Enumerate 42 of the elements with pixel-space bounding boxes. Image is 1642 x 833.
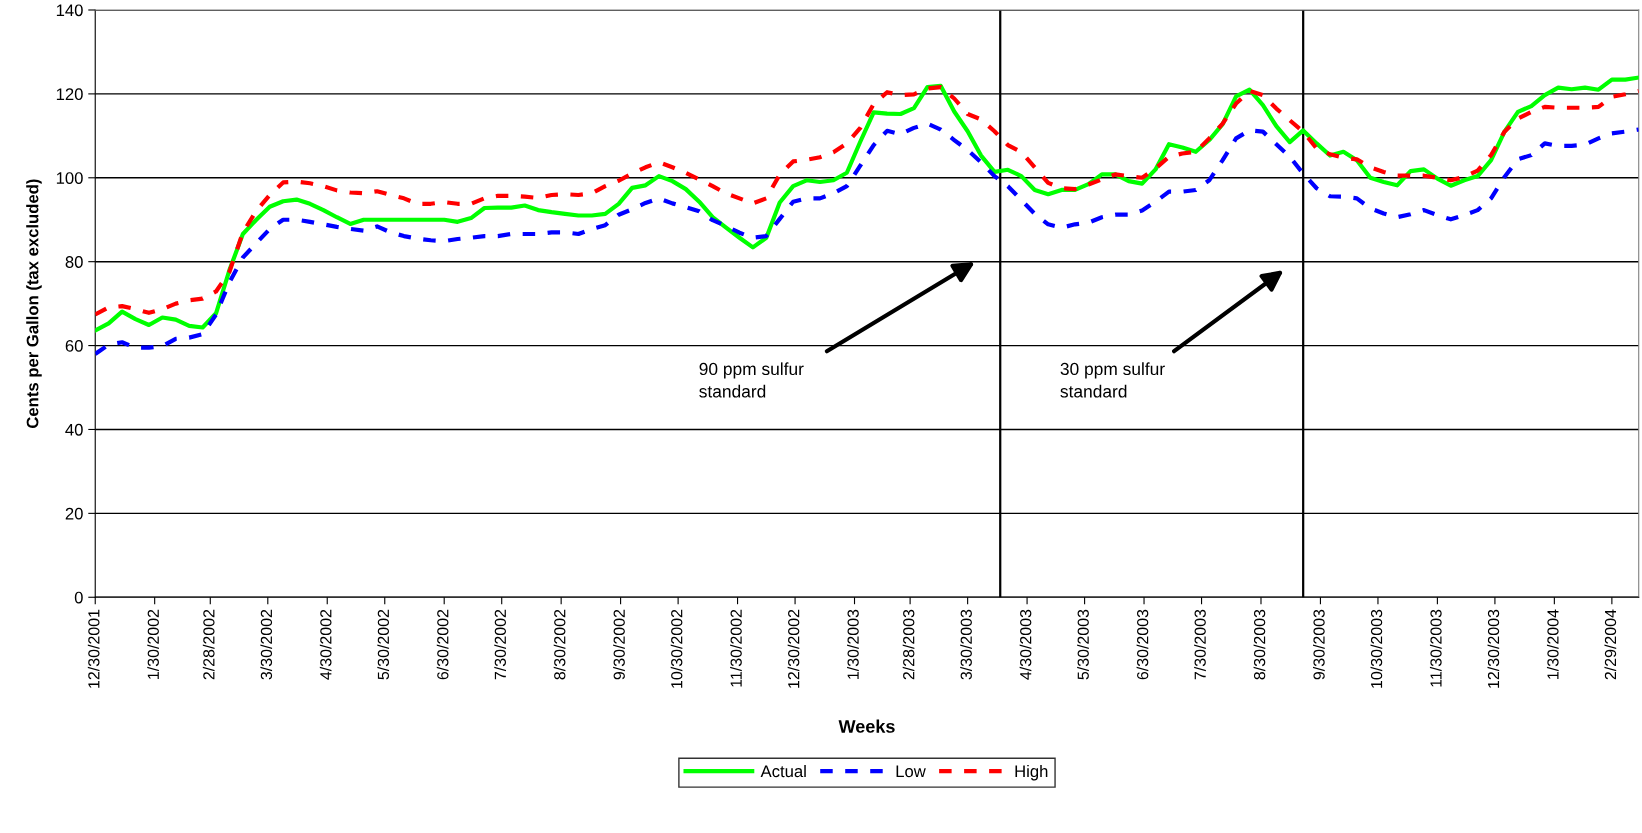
- annotation: 90 ppm sulfur standard: [699, 362, 804, 398]
- x-tick-label: 6/30/2003: [1136, 609, 1149, 680]
- x-tick-label: 2/28/2002: [202, 609, 215, 680]
- x-tick-label: 2/28/2003: [902, 609, 915, 680]
- x-tick-label: 12/30/2001: [87, 609, 100, 688]
- x-axis-title: Weeks: [838, 719, 895, 733]
- y-tick-label: 20: [65, 507, 83, 520]
- x-tick-label: 7/30/2002: [494, 609, 507, 680]
- x-tick-label: 5/30/2002: [377, 609, 390, 680]
- x-tick-label: 9/30/2002: [613, 609, 625, 680]
- x-tick-label: 4/30/2002: [319, 609, 332, 680]
- x-tick-label: 1/30/2004: [1546, 609, 1559, 679]
- legend-label: Actual: [760, 764, 806, 778]
- x-tick-label: 8/30/2002: [553, 609, 566, 680]
- x-tick-label: 1/30/2003: [847, 609, 859, 679]
- annotation: 30 ppm sulfur standard: [1060, 362, 1165, 398]
- x-tick-label: 10/30/2003: [1370, 609, 1383, 688]
- y-axis-title: Cents per Gallon (tax excluded): [26, 179, 42, 428]
- y-tick-label: 0: [74, 591, 83, 604]
- y-tick-label: 80: [65, 256, 83, 268]
- legend-label: Low: [896, 765, 926, 778]
- x-tick-label: 1/30/2002: [147, 609, 159, 679]
- y-tick-label: 40: [65, 423, 83, 436]
- x-tick-label: 2/29/2004: [1604, 609, 1617, 680]
- x-tick-label: 7/30/2003: [1194, 609, 1206, 680]
- x-tick-label: 3/30/2002: [260, 609, 273, 680]
- x-tick-label: 8/30/2003: [1253, 609, 1266, 680]
- x-tick-label: 4/30/2003: [1019, 609, 1032, 680]
- x-tick-label: 10/30/2002: [670, 609, 683, 688]
- legend-label: High: [1015, 764, 1048, 781]
- x-tick-label: 3/30/2003: [960, 609, 972, 680]
- x-tick-label: 11/30/2003: [1429, 609, 1442, 687]
- y-tick-label: 140: [56, 4, 83, 17]
- x-tick-label: 12/30/2003: [1487, 609, 1500, 688]
- x-tick-label: 6/30/2002: [436, 609, 449, 680]
- y-tick-label: 120: [56, 88, 83, 101]
- x-tick-label: 5/30/2003: [1077, 609, 1089, 680]
- x-tick-label: 12/30/2002: [787, 609, 800, 688]
- y-tick-label: 100: [56, 172, 83, 184]
- x-tick-label: 9/30/2003: [1312, 609, 1325, 680]
- x-tick-label: 11/30/2002: [730, 609, 742, 687]
- y-tick-label: 60: [65, 339, 83, 352]
